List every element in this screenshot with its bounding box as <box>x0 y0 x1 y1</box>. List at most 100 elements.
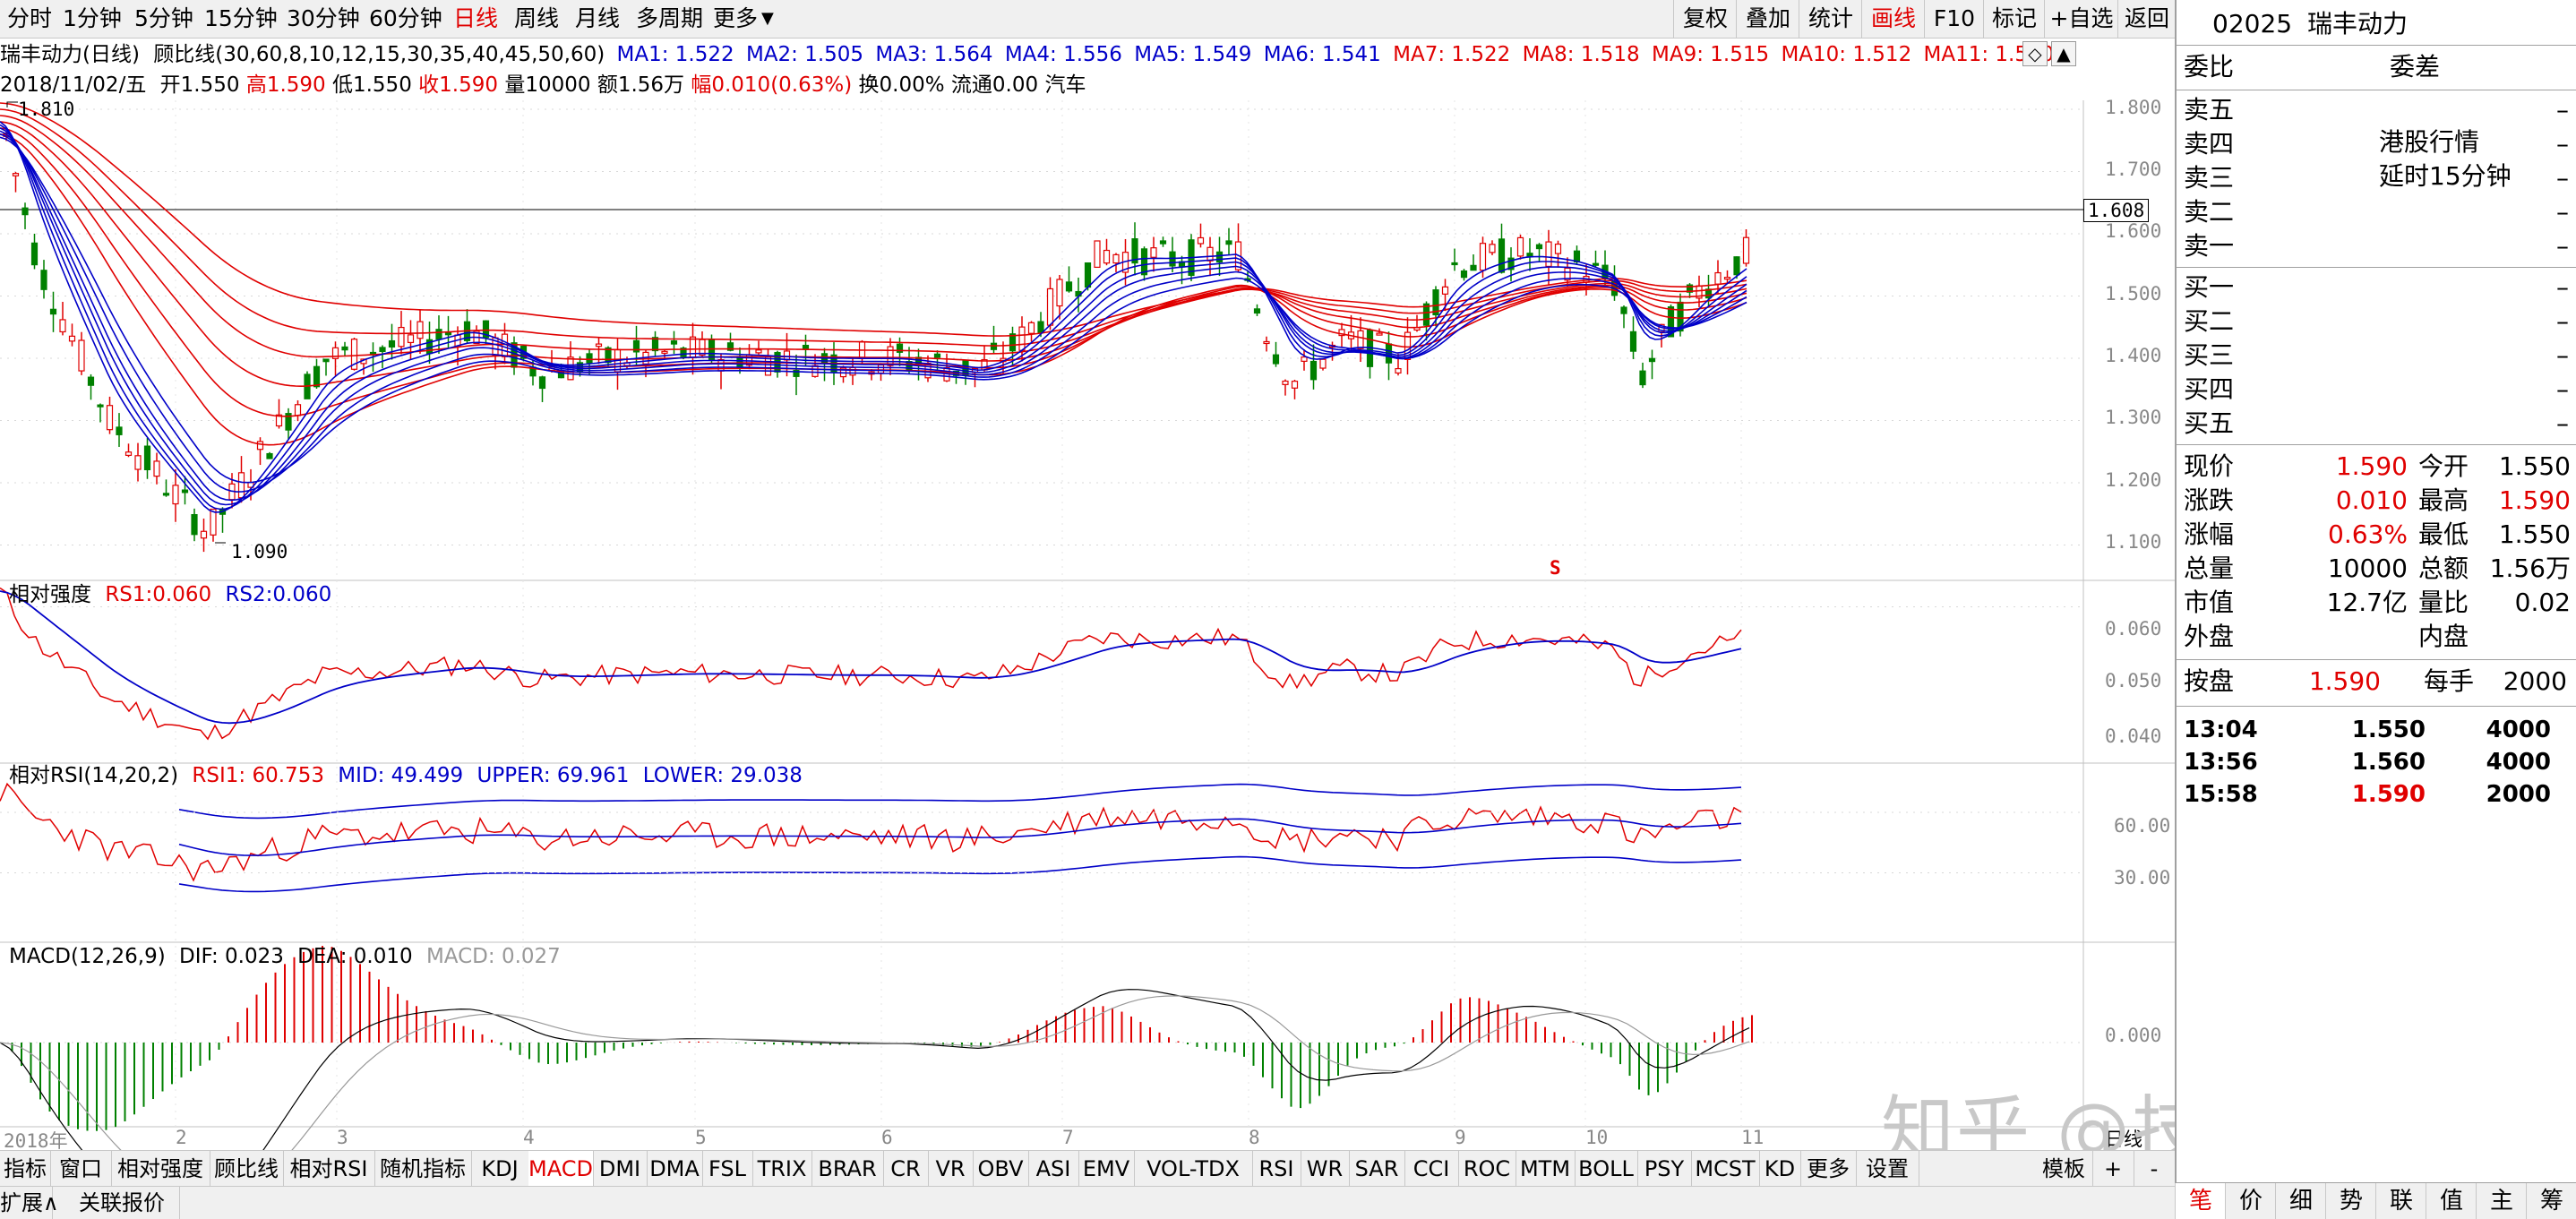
quote-tab-7[interactable]: 筹 <box>2526 1183 2576 1219</box>
indicator-tab-4[interactable]: 相对RSI <box>283 1151 375 1187</box>
ma-item-6: MA6: 1.541 <box>1257 43 1381 66</box>
related-quotes-tab[interactable]: 关联报价 <box>64 1187 180 1219</box>
x-label-2018: 2018年 <box>4 1130 68 1152</box>
ma-item-10: MA10: 1.512 <box>1774 43 1912 66</box>
add-watchlist-button[interactable]: +自选 <box>2044 0 2118 38</box>
gubi-indicator[interactable]: 顾比线(30,60,8,10,12,15,30,35,40,45,50,60) <box>153 43 605 66</box>
rsi-upper-line <box>178 783 1742 820</box>
candle-body <box>294 404 302 416</box>
macd-title[interactable]: MACD(12,26,9) <box>9 945 166 968</box>
indicator-tab-27[interactable]: MCST <box>1691 1151 1760 1187</box>
indicator-tab-7[interactable]: MACD <box>528 1151 594 1187</box>
indicator-tab-5[interactable]: 随机指标 <box>374 1151 472 1187</box>
y-label-1700: 1.700 <box>2105 159 2162 180</box>
indicator-tab-6[interactable]: KDJ <box>471 1151 529 1187</box>
indicator-tab-19[interactable]: RSI <box>1252 1151 1301 1187</box>
period-fenshi[interactable]: 分时 <box>7 5 53 31</box>
stats-button[interactable]: 统计 <box>1799 0 1862 38</box>
indicator-tab-0[interactable]: 指标 <box>0 1151 51 1187</box>
period-more[interactable]: 更多 <box>713 5 759 31</box>
quote-tab-2[interactable]: 细 <box>2275 1183 2326 1219</box>
indicator-tab-3[interactable]: 顾比线 <box>210 1151 284 1187</box>
indicator-tab-18[interactable]: VOL-TDX <box>1134 1151 1253 1187</box>
candle-body <box>699 339 706 356</box>
indicator-tab-16[interactable]: ASI <box>1028 1151 1079 1187</box>
buy-level-3: 买三 – <box>2184 339 2571 373</box>
indicator-tab-13[interactable]: CR <box>883 1151 929 1187</box>
more-dropdown-icon[interactable]: ▼ <box>761 9 774 28</box>
indicator-tab-8[interactable]: DMI <box>593 1151 648 1187</box>
period-multi[interactable]: 多周期 <box>636 5 704 31</box>
candle-body <box>887 346 894 366</box>
rs1-value: 0.060 <box>152 583 212 606</box>
rs-title[interactable]: 相对强度 <box>9 583 91 606</box>
indicator-tab-22[interactable]: CCI <box>1404 1151 1459 1187</box>
back-button[interactable]: 返回 <box>2117 0 2176 38</box>
quote-panel: 02025 瑞丰动力 委比 委差 卖五 – 卖四 – 卖三 – 卖二 – 卖一 – 买一 – 买二 – 买三… <box>2175 0 2576 1218</box>
guppy-short-line <box>0 136 1747 484</box>
indicator-tab-25[interactable]: BOLL <box>1575 1151 1638 1187</box>
indicator-tab-2[interactable]: 相对强度 <box>111 1151 210 1187</box>
stock-title: 瑞丰动力(日线) <box>0 43 140 66</box>
indicator-tab-11[interactable]: TRIX <box>752 1151 812 1187</box>
period-monthly[interactable]: 月线 <box>575 5 621 31</box>
indicator-tab-29[interactable]: 更多 <box>1800 1151 1857 1187</box>
indicator-tab-30[interactable]: 设置 <box>1856 1151 1919 1187</box>
minus-icon[interactable]: - <box>2134 1151 2176 1187</box>
period-daily[interactable]: 日线 <box>453 5 499 31</box>
sell-value: – <box>2556 231 2569 261</box>
period-1min[interactable]: 1分钟 <box>63 5 122 31</box>
divider <box>2177 45 2576 46</box>
period-30min[interactable]: 30分钟 <box>287 5 360 31</box>
trade-time: 15:58 <box>2184 781 2258 808</box>
fuquan-button[interactable]: 复权 <box>1673 0 1737 38</box>
indicator-tab-17[interactable]: EMV <box>1078 1151 1135 1187</box>
indicator-tab-23[interactable]: ROC <box>1458 1151 1516 1187</box>
indicator-tab-20[interactable]: WR <box>1301 1151 1350 1187</box>
indicator-tab-26[interactable]: PSY <box>1637 1151 1692 1187</box>
quote-tab-3[interactable]: 势 <box>2325 1183 2376 1219</box>
period-5min[interactable]: 5分钟 <box>134 5 193 31</box>
candle-body <box>1131 238 1138 264</box>
f10-button[interactable]: F10 <box>1924 0 1984 38</box>
candle-body <box>191 513 198 536</box>
ma-item-5: MA5: 1.549 <box>1127 43 1252 66</box>
indicator-tab-21[interactable]: SAR <box>1349 1151 1405 1187</box>
indicator-tab-1[interactable]: 窗口 <box>50 1151 112 1187</box>
chart-area[interactable] <box>0 100 2175 1150</box>
indicator-tab-15[interactable]: OBV <box>973 1151 1029 1187</box>
quote-tab-1[interactable]: 价 <box>2225 1183 2276 1219</box>
indicator-tab-14[interactable]: VR <box>928 1151 974 1187</box>
draw-line-button[interactable]: 画线 <box>1861 0 1925 38</box>
quote-value: 1.550 <box>2498 519 2571 549</box>
quote-tab-0[interactable]: 笔 <box>2175 1183 2226 1219</box>
period-weekly[interactable]: 周线 <box>514 5 560 31</box>
template-button[interactable]: 模板 <box>2035 1151 2093 1187</box>
y-label-1300: 1.300 <box>2105 407 2162 428</box>
period-15min[interactable]: 15分钟 <box>204 5 278 31</box>
candle-body <box>106 405 114 431</box>
candle-body <box>1338 329 1345 337</box>
indicator-tab-24[interactable]: MTM <box>1516 1151 1576 1187</box>
buy-level-1: 买一 – <box>2184 270 2571 305</box>
indicator-tab-12[interactable]: BRAR <box>811 1151 884 1187</box>
indicator-tab-9[interactable]: DMA <box>647 1151 703 1187</box>
indicator-tab-10[interactable]: FSL <box>702 1151 753 1187</box>
quote-tab-5[interactable]: 值 <box>2426 1183 2477 1219</box>
quote-value: 1.590 <box>2335 451 2408 481</box>
expand-tab[interactable]: 扩展∧ <box>0 1187 59 1219</box>
overlay-button[interactable]: 叠加 <box>1736 0 1799 38</box>
mark-button[interactable]: 标记 <box>1983 0 2045 38</box>
triangle-up-icon[interactable]: ▲ <box>2051 41 2076 66</box>
rsi-title[interactable]: 相对RSI(14,20,2) <box>9 764 179 787</box>
period-60min[interactable]: 60分钟 <box>369 5 442 31</box>
candle-body <box>1648 357 1656 363</box>
indicator-tab-28[interactable]: KD <box>1759 1151 1801 1187</box>
macd-histogram <box>11 946 1753 1131</box>
diamond-icon[interactable]: ◇ <box>2022 41 2048 66</box>
candle-body <box>670 340 678 345</box>
plus-icon[interactable]: + <box>2092 1151 2134 1187</box>
quote-tab-6[interactable]: 主 <box>2476 1183 2527 1219</box>
quote-key: 最高 <box>2418 485 2469 515</box>
quote-tab-4[interactable]: 联 <box>2375 1183 2426 1219</box>
